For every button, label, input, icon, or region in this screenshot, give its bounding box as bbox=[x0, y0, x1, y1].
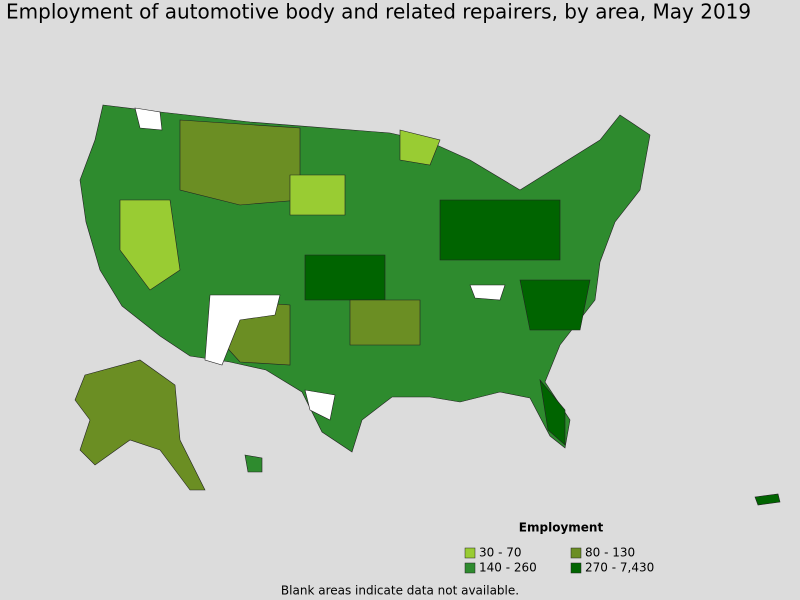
footnote: Blank areas indicate data not available. bbox=[281, 584, 519, 598]
legend-label: 80 - 130 bbox=[585, 546, 635, 560]
us-map bbox=[74, 104, 781, 506]
legend-swatch bbox=[464, 562, 476, 574]
region bbox=[519, 279, 591, 331]
title: Employment of automotive body and relate… bbox=[6, 0, 751, 24]
region bbox=[304, 254, 386, 301]
blank bbox=[304, 389, 336, 421]
blank bbox=[204, 294, 281, 366]
region bbox=[439, 199, 561, 261]
legend: 30 - 70 80 - 130 140 - 260 270 - 7,430 bbox=[464, 546, 654, 575]
region bbox=[539, 378, 566, 446]
alaska bbox=[74, 359, 206, 491]
blank bbox=[134, 107, 163, 131]
blank bbox=[469, 284, 506, 301]
puerto-rico bbox=[754, 493, 781, 506]
region bbox=[119, 199, 181, 291]
legend-swatch bbox=[570, 547, 582, 559]
hawaii bbox=[244, 454, 263, 473]
legend-swatch bbox=[464, 547, 476, 559]
legend-swatch bbox=[570, 562, 582, 574]
legend-label: 140 - 260 bbox=[479, 561, 537, 575]
region bbox=[289, 174, 346, 216]
region bbox=[399, 129, 441, 166]
legend-label: 270 - 7,430 bbox=[585, 561, 654, 575]
region bbox=[349, 299, 421, 346]
region bbox=[179, 119, 301, 206]
legend-label: 30 - 70 bbox=[479, 546, 522, 560]
legend-title: Employment bbox=[519, 521, 604, 535]
